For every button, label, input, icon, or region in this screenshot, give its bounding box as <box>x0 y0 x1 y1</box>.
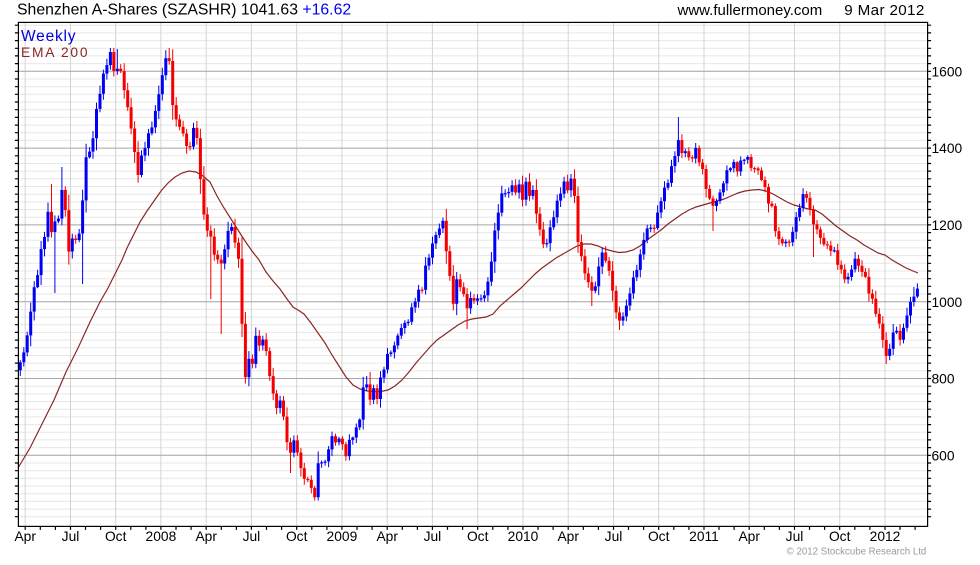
svg-text:Apr: Apr <box>376 529 398 544</box>
svg-text:600: 600 <box>932 448 955 463</box>
svg-text:© 2012 Stockcube Research Ltd: © 2012 Stockcube Research Ltd <box>787 547 927 558</box>
svg-text:1200: 1200 <box>932 218 963 233</box>
svg-text:Apr: Apr <box>195 529 217 544</box>
svg-text:2012: 2012 <box>870 529 901 544</box>
svg-text:9 Mar 2012: 9 Mar 2012 <box>844 2 924 19</box>
svg-text:800: 800 <box>932 372 955 387</box>
svg-text:Jul: Jul <box>786 529 804 544</box>
svg-text:2011: 2011 <box>689 529 719 544</box>
svg-text:2008: 2008 <box>146 529 177 544</box>
svg-text:1400: 1400 <box>932 141 963 156</box>
svg-text:Oct: Oct <box>648 529 670 544</box>
svg-text:www.fullermoney.com: www.fullermoney.com <box>677 2 823 19</box>
svg-text:2009: 2009 <box>327 529 358 544</box>
svg-text:Apr: Apr <box>557 529 579 544</box>
svg-text:Jul: Jul <box>424 529 442 544</box>
svg-text:1000: 1000 <box>932 295 963 310</box>
svg-text:Weekly: Weekly <box>21 28 76 45</box>
svg-text:Oct: Oct <box>105 529 127 544</box>
svg-text:Jul: Jul <box>62 529 80 544</box>
svg-text:Jul: Jul <box>243 529 261 544</box>
svg-text:Oct: Oct <box>286 529 308 544</box>
svg-text:1600: 1600 <box>932 65 963 80</box>
svg-text:Oct: Oct <box>467 529 489 544</box>
svg-text:Apr: Apr <box>14 529 36 544</box>
svg-text:Apr: Apr <box>738 529 760 544</box>
svg-text:Shenzhen A-Shares (SZASHR) 104: Shenzhen A-Shares (SZASHR) 1041.63 +16.6… <box>17 2 351 19</box>
svg-text:2010: 2010 <box>508 529 539 544</box>
svg-text:Jul: Jul <box>605 529 623 544</box>
svg-text:EMA 200: EMA 200 <box>21 45 89 60</box>
svg-text:Oct: Oct <box>829 529 851 544</box>
